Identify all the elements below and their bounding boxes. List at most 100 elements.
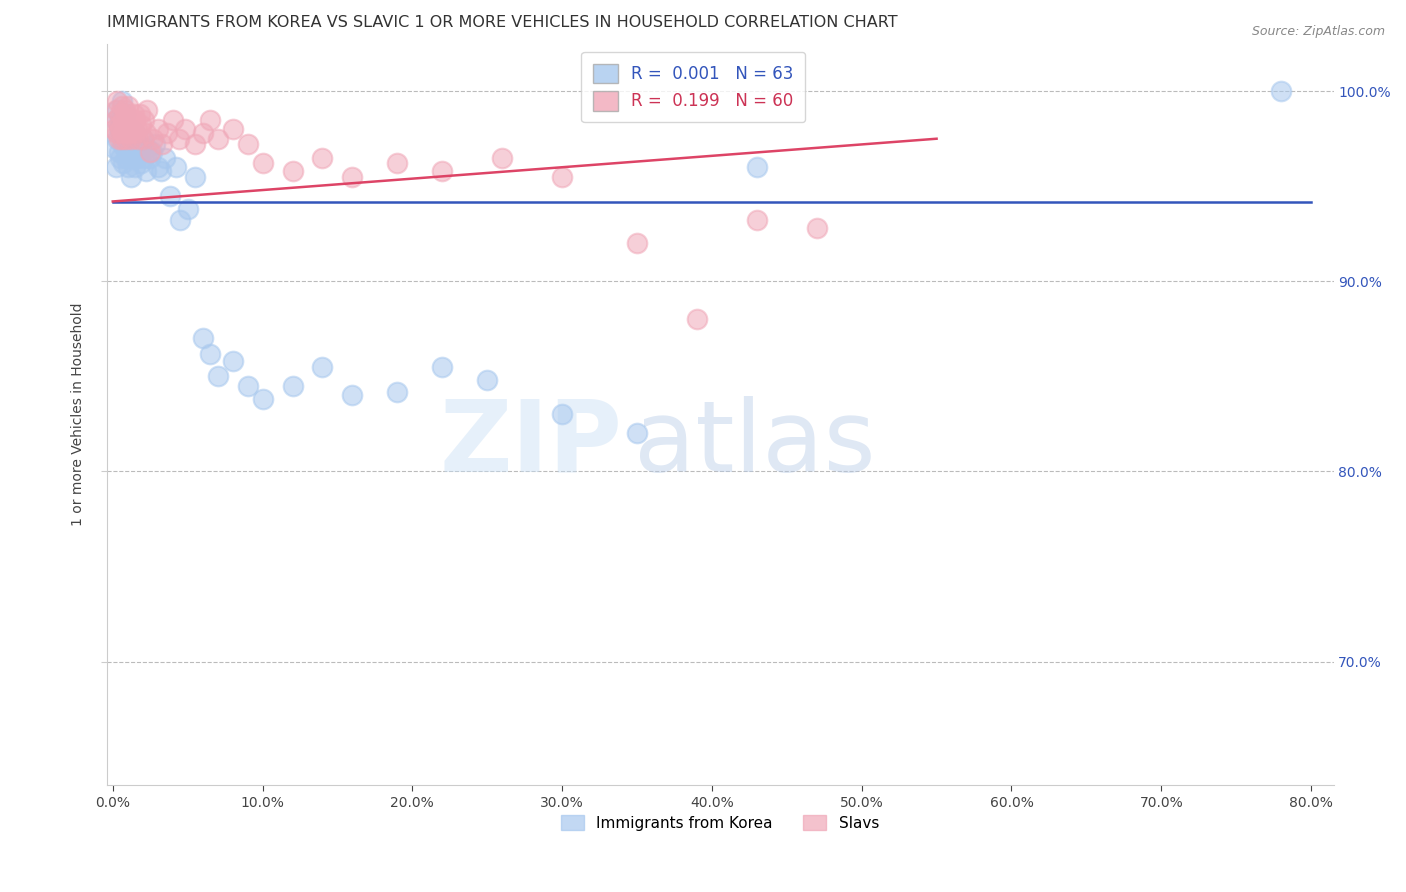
Point (114, 141, 136, 155)
Point (112, 126, 135, 140)
Point (745, 160, 768, 174)
Point (111, 137, 134, 152)
Point (129, 156, 152, 170)
Point (142, 132, 165, 146)
Point (107, 132, 129, 146)
Point (132, 132, 155, 146)
Point (124, 126, 146, 140)
Point (125, 151, 148, 165)
Point (135, 164, 157, 178)
Point (127, 132, 149, 146)
Point (491, 151, 513, 165)
Point (159, 188, 181, 202)
Point (184, 137, 207, 152)
Point (173, 122, 195, 136)
Point (124, 126, 146, 140)
Point (110, 151, 132, 165)
Point (432, 359, 454, 374)
Point (129, 119, 152, 133)
Point (104, 112, 127, 127)
Point (120, 112, 142, 127)
Point (139, 151, 162, 165)
Point (221, 122, 243, 136)
Point (114, 103, 136, 118)
Point (110, 112, 132, 127)
Point (105, 126, 128, 140)
Point (110, 107, 132, 121)
Point (117, 99, 139, 113)
Point (122, 107, 145, 121)
Point (122, 141, 145, 155)
Point (150, 137, 173, 152)
Point (167, 132, 190, 146)
Point (107, 122, 129, 136)
Point (156, 126, 179, 140)
Text: Source: ZipAtlas.com: Source: ZipAtlas.com (1251, 25, 1385, 38)
Point (153, 151, 176, 165)
Y-axis label: 1 or more Vehicles in Household: 1 or more Vehicles in Household (72, 302, 86, 526)
Point (198, 112, 221, 127)
Point (207, 369, 229, 384)
Point (115, 122, 138, 136)
Point (125, 122, 148, 136)
Text: ZIP: ZIP (439, 395, 621, 492)
Point (118, 126, 141, 140)
Point (110, 122, 132, 136)
Point (176, 202, 198, 216)
Point (115, 151, 138, 165)
Point (136, 141, 159, 155)
Point (120, 169, 142, 184)
Text: atlas: atlas (634, 395, 876, 492)
Point (134, 151, 156, 165)
Point (104, 112, 127, 127)
Point (111, 94, 134, 108)
Point (626, 426, 648, 441)
Point (136, 103, 159, 118)
Point (311, 359, 333, 374)
Point (169, 213, 191, 227)
Point (114, 119, 136, 133)
Point (252, 392, 274, 407)
Point (745, 213, 768, 227)
Point (311, 151, 333, 165)
Point (198, 346, 221, 360)
Point (121, 151, 143, 165)
Point (626, 236, 648, 251)
Point (121, 132, 143, 146)
Point (252, 156, 274, 170)
Point (146, 122, 169, 136)
Point (387, 156, 409, 170)
Point (103, 141, 125, 155)
Point (121, 119, 143, 133)
Point (281, 164, 304, 178)
Point (120, 132, 142, 146)
Point (134, 112, 156, 127)
Point (141, 145, 163, 159)
Point (342, 169, 364, 184)
Point (128, 107, 150, 121)
Point (107, 119, 129, 133)
Point (132, 132, 155, 146)
Point (236, 379, 259, 393)
Point (111, 99, 134, 113)
Point (165, 160, 187, 174)
Point (162, 112, 184, 127)
Point (112, 126, 135, 140)
Point (117, 160, 139, 174)
Point (111, 132, 134, 146)
Point (127, 137, 149, 152)
Point (551, 408, 574, 422)
Point (115, 107, 138, 121)
Legend: Immigrants from Korea, Slavs: Immigrants from Korea, Slavs (555, 808, 886, 837)
Point (112, 112, 135, 127)
Point (124, 112, 146, 127)
Point (114, 107, 136, 121)
Point (105, 132, 128, 146)
Point (128, 145, 150, 159)
Point (118, 132, 141, 146)
Point (104, 103, 127, 118)
Text: IMMIGRANTS FROM KOREA VS SLAVIC 1 OR MORE VEHICLES IN HOUSEHOLD CORRELATION CHAR: IMMIGRANTS FROM KOREA VS SLAVIC 1 OR MOR… (107, 15, 897, 30)
Point (477, 373, 499, 387)
Point (432, 164, 454, 178)
Point (387, 384, 409, 399)
